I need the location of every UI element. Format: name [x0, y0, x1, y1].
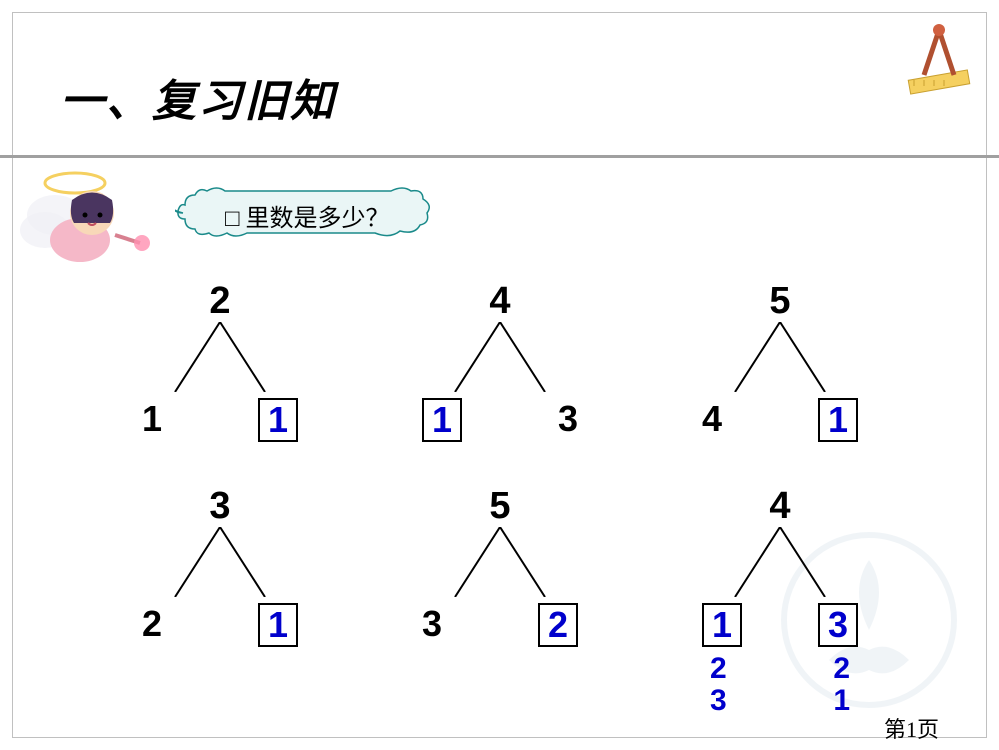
number-bond: 3 2 1 — [120, 485, 320, 655]
extra-answer: 1 — [833, 685, 850, 717]
bond-left: 3 — [422, 603, 442, 645]
bond-left: 4 — [702, 398, 722, 440]
horizontal-divider — [0, 155, 999, 158]
number-bond: 4 1 3 — [400, 280, 600, 450]
section-title: 一、复习旧知 — [60, 65, 336, 129]
bond-top: 3 — [209, 485, 230, 528]
bond-right-answer: 1 — [818, 398, 858, 442]
extra-right-answers: 2 1 — [833, 653, 850, 717]
bond-right: 3 — [558, 398, 578, 440]
extra-answer: 3 — [710, 685, 727, 717]
bond-branches — [725, 527, 835, 597]
number-bond: 4 1 3 2 3 2 1 — [680, 485, 880, 655]
bond-top: 4 — [489, 280, 510, 323]
number-bond: 5 4 1 — [680, 280, 880, 450]
bond-right-answer: 1 — [258, 603, 298, 647]
bond-right-answer: 1 — [258, 398, 298, 442]
bond-left: 1 — [142, 398, 162, 440]
bond-branches — [725, 322, 835, 392]
bond-left-answer: 1 — [702, 603, 742, 647]
number-bond: 5 3 2 — [400, 485, 600, 655]
bond-top: 5 — [769, 280, 790, 323]
bond-right-answer: 2 — [538, 603, 578, 647]
bond-right-answer: 3 — [818, 603, 858, 647]
extra-answer: 2 — [833, 653, 850, 685]
extra-left-answers: 2 3 — [710, 653, 727, 717]
bond-left-answer: 1 — [422, 398, 462, 442]
bond-branches — [445, 322, 555, 392]
bond-top: 2 — [209, 280, 230, 323]
page-number: 第1页 — [884, 712, 939, 744]
bond-left: 2 — [142, 603, 162, 645]
fairy-character-icon — [20, 165, 160, 275]
bond-top: 4 — [769, 485, 790, 528]
bubble-question-text: □ 里数是多少？ — [225, 198, 390, 233]
bond-branches — [445, 527, 555, 597]
bond-top: 5 — [489, 485, 510, 528]
number-bond: 2 1 1 — [120, 280, 320, 450]
ruler-compass-icon — [899, 20, 979, 100]
extra-answer: 2 — [710, 653, 727, 685]
bond-branches — [165, 527, 275, 597]
bond-branches — [165, 322, 275, 392]
